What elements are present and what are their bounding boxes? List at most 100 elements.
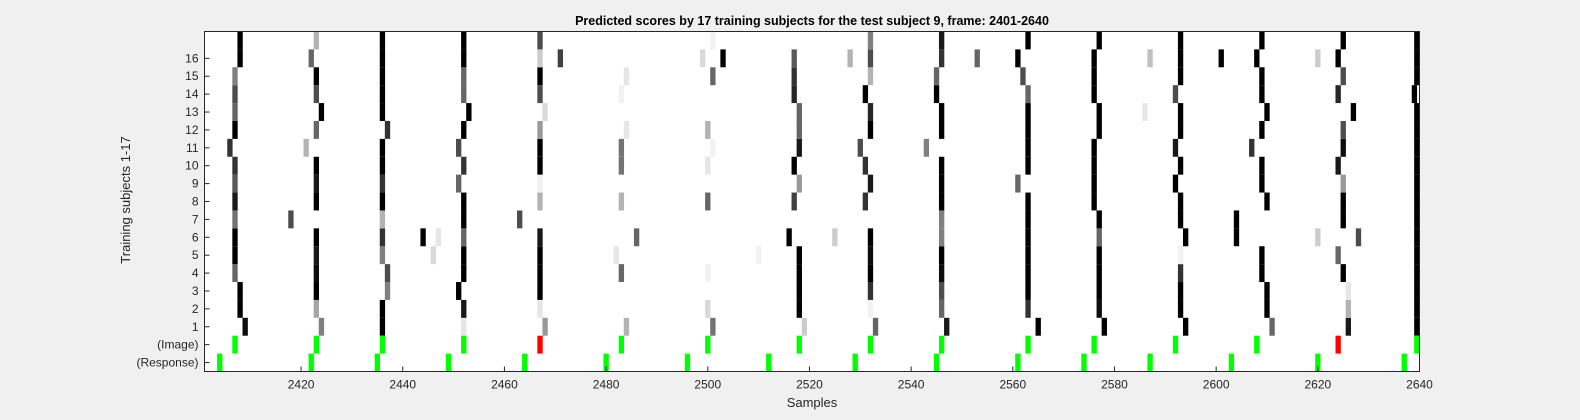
score-cell [461, 210, 467, 229]
score-cell [938, 156, 945, 175]
markers-layer [217, 335, 1420, 372]
score-cell [461, 317, 467, 336]
score-cell [1259, 67, 1265, 86]
y-tick-label: 9 [192, 177, 199, 191]
score-cell [379, 31, 386, 50]
score-cell [1096, 264, 1102, 283]
score-cell [786, 228, 792, 247]
score-cell [379, 317, 386, 336]
score-cell [710, 67, 716, 86]
score-cell [1025, 138, 1031, 157]
score-cell [1259, 246, 1265, 265]
score-cell [1096, 31, 1102, 50]
x-tick-label: 2520 [796, 378, 823, 392]
score-cell [1096, 246, 1102, 265]
score-cell [1177, 192, 1184, 211]
score-cell [379, 138, 386, 157]
response-marker [1147, 353, 1153, 372]
score-cell [1091, 156, 1097, 175]
score-cell [1233, 228, 1240, 247]
score-cell [1025, 299, 1031, 318]
score-cell [1096, 103, 1102, 121]
score-cell [857, 138, 863, 157]
score-cell [461, 299, 467, 318]
score-cell [313, 120, 320, 139]
score-cell [618, 192, 625, 211]
score-cell [1015, 174, 1021, 193]
score-cell [461, 67, 467, 86]
score-cell [308, 49, 314, 68]
score-cell [318, 317, 325, 336]
y-tick-label: 8 [192, 195, 199, 209]
score-cell [1182, 228, 1189, 247]
score-cell [923, 138, 930, 157]
score-cell [1142, 103, 1148, 121]
score-cell [537, 299, 543, 318]
score-cell [1025, 210, 1031, 229]
image-marker [313, 335, 320, 354]
score-cell [618, 264, 625, 283]
image-marker [1172, 335, 1179, 354]
score-cell [461, 49, 467, 68]
score-cell [1335, 85, 1341, 104]
score-cell [938, 31, 945, 50]
image-marker [1414, 335, 1420, 354]
score-cell [633, 228, 640, 247]
score-cell [1414, 210, 1420, 229]
score-cell [1177, 120, 1184, 139]
score-cell [623, 120, 630, 139]
score-cell [318, 103, 325, 121]
x-tick-label: 2600 [1203, 378, 1230, 392]
score-cell [379, 156, 386, 175]
score-cell [379, 174, 386, 193]
score-cell [1414, 282, 1420, 300]
score-cell [1025, 85, 1031, 104]
score-cell [705, 120, 711, 139]
image-marker [618, 335, 625, 354]
score-cell [847, 49, 853, 68]
y-tick-label: 10 [185, 159, 199, 173]
score-cell [435, 228, 442, 247]
score-cell [232, 156, 238, 175]
score-cell [1025, 282, 1031, 300]
score-cell [1172, 138, 1179, 157]
score-cell [537, 156, 543, 175]
score-cell [237, 49, 243, 68]
score-cell [537, 246, 543, 265]
score-cell [1096, 228, 1102, 247]
x-tick-label: 2420 [288, 378, 315, 392]
score-cell [379, 299, 386, 318]
score-cell [1335, 246, 1341, 265]
response-marker [1315, 353, 1321, 372]
score-cell [537, 282, 543, 300]
score-cell [313, 264, 320, 283]
score-cell [1177, 31, 1184, 50]
score-cell [933, 67, 940, 86]
y-tick-label: 11 [186, 141, 199, 155]
score-cell [1264, 103, 1270, 121]
y-tick-label: 4 [192, 266, 199, 280]
score-cell [1414, 264, 1420, 283]
score-cell [313, 67, 320, 86]
score-cell [938, 282, 945, 300]
score-cell [1218, 49, 1224, 68]
score-cell [1259, 120, 1265, 139]
score-cell [796, 299, 802, 318]
score-cell [232, 85, 238, 104]
score-cell [1355, 228, 1362, 247]
x-tick-label: 2440 [389, 378, 416, 392]
score-cell [379, 192, 386, 211]
score-cell [237, 282, 243, 300]
score-cell [1182, 317, 1189, 336]
score-cell [938, 246, 945, 265]
x-tick-label: 2580 [1101, 378, 1128, 392]
score-cell [1345, 317, 1351, 336]
image-marker [1091, 335, 1097, 354]
score-cell [623, 317, 630, 336]
score-cell [1414, 156, 1420, 175]
score-cell [710, 138, 716, 157]
score-cell [974, 49, 980, 68]
score-cell [1249, 138, 1255, 157]
score-cell [705, 299, 711, 318]
